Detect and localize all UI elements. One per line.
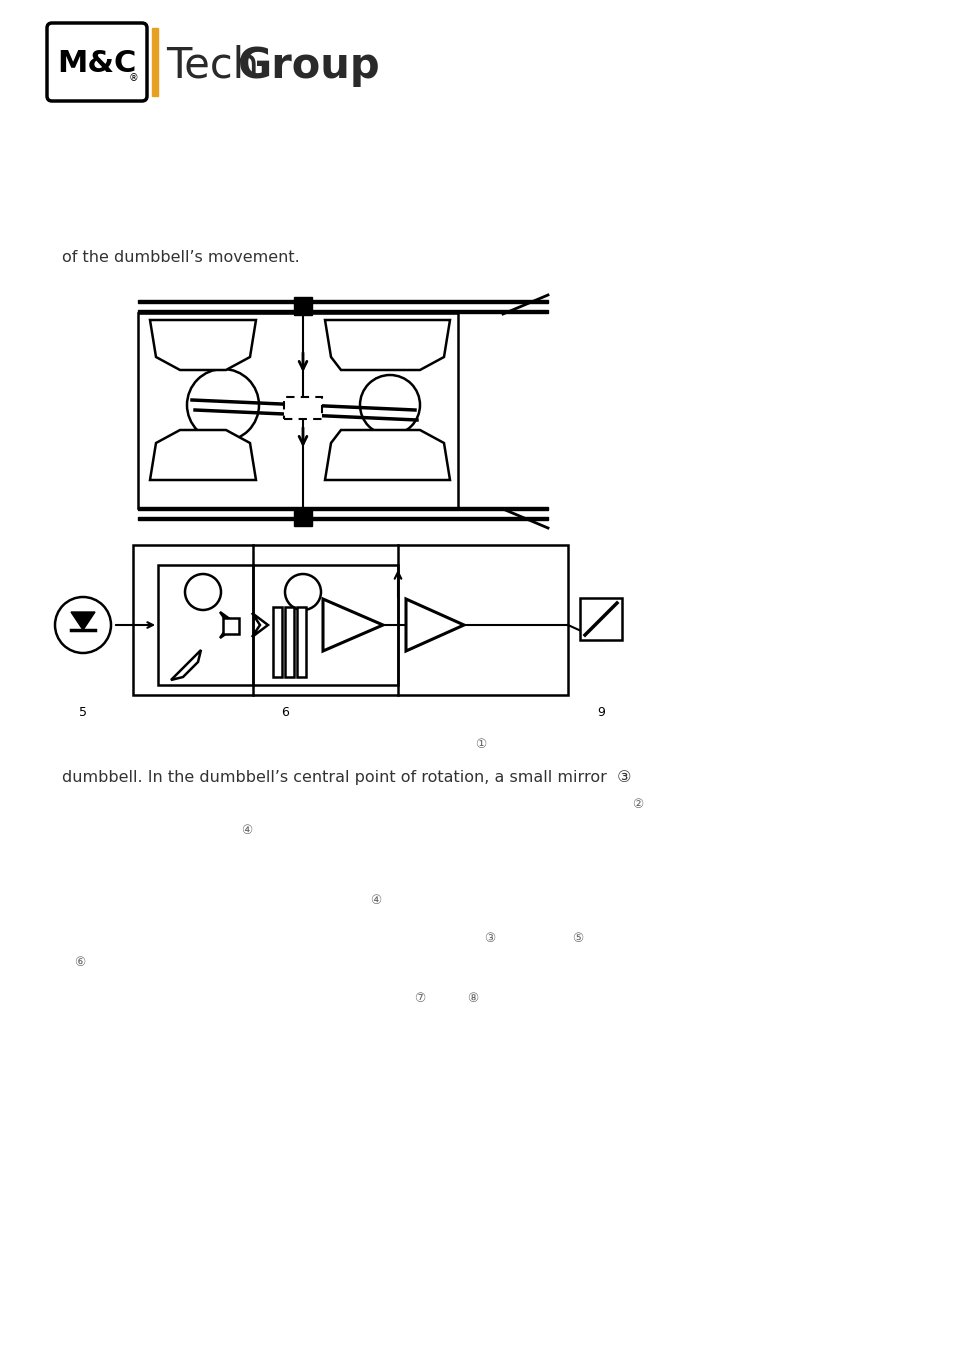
Circle shape <box>185 574 221 610</box>
Polygon shape <box>220 612 237 639</box>
Text: ④: ④ <box>241 824 253 837</box>
Circle shape <box>187 369 258 441</box>
Polygon shape <box>406 599 463 651</box>
Text: of the dumbbell’s movement.: of the dumbbell’s movement. <box>62 250 299 265</box>
Polygon shape <box>325 431 450 481</box>
Bar <box>152 28 158 96</box>
Text: Tech: Tech <box>166 45 259 86</box>
Text: ⑧: ⑧ <box>467 991 478 1004</box>
Text: ②: ② <box>632 798 643 811</box>
Text: 6: 6 <box>281 706 289 720</box>
Circle shape <box>359 375 419 435</box>
Bar <box>579 598 621 640</box>
Polygon shape <box>150 431 255 481</box>
Text: ④: ④ <box>370 894 381 906</box>
Bar <box>138 300 547 302</box>
Bar <box>294 297 312 315</box>
Bar <box>138 313 457 508</box>
Bar <box>273 608 282 676</box>
Text: 5: 5 <box>79 706 87 720</box>
Bar <box>138 517 547 520</box>
Polygon shape <box>150 320 255 370</box>
Text: ③: ③ <box>484 931 496 945</box>
Text: ®: ® <box>129 73 139 82</box>
Text: ⑥: ⑥ <box>74 957 86 969</box>
Bar <box>138 508 547 510</box>
Bar <box>223 618 239 634</box>
Text: ⑤: ⑤ <box>572 931 583 945</box>
Bar <box>294 508 312 526</box>
Circle shape <box>285 574 320 610</box>
Polygon shape <box>71 612 95 630</box>
Bar <box>296 608 306 676</box>
Text: Group: Group <box>237 45 380 86</box>
Text: 8: 8 <box>421 618 430 632</box>
Circle shape <box>55 597 111 653</box>
Bar <box>158 566 397 684</box>
Polygon shape <box>325 320 450 370</box>
Text: ⑦: ⑦ <box>414 991 425 1004</box>
Text: 7: 7 <box>340 618 349 632</box>
Polygon shape <box>252 613 268 637</box>
Polygon shape <box>171 649 201 680</box>
Text: 9: 9 <box>597 706 604 720</box>
Polygon shape <box>323 599 382 651</box>
Text: ①: ① <box>475 738 486 752</box>
Bar <box>132 545 567 695</box>
Bar <box>138 310 547 313</box>
Bar <box>285 608 294 676</box>
FancyBboxPatch shape <box>47 23 147 101</box>
Bar <box>284 397 322 418</box>
Text: M&C: M&C <box>57 50 136 78</box>
Text: dumbbell. In the dumbbell’s central point of rotation, a small mirror  ③: dumbbell. In the dumbbell’s central poin… <box>62 769 631 784</box>
